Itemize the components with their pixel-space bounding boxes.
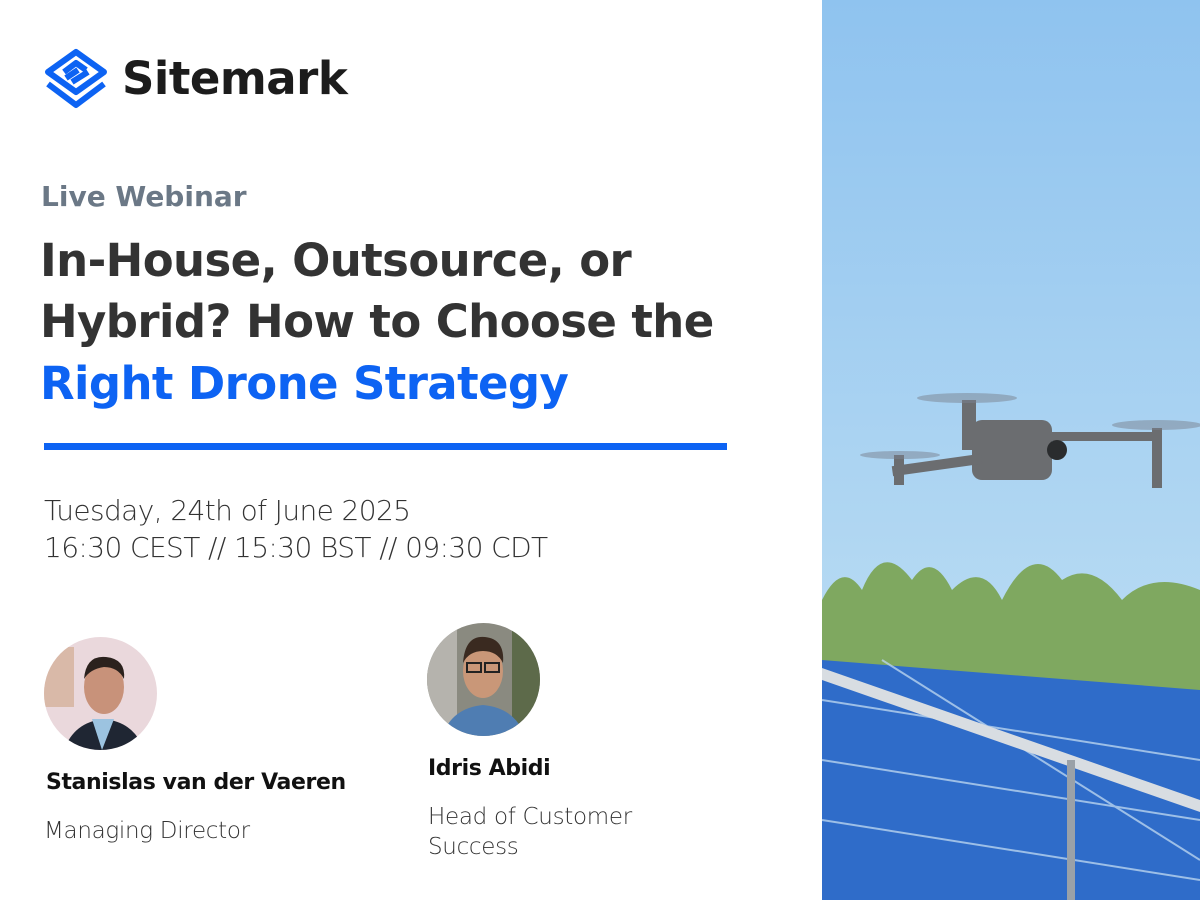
speaker-role: Head of Customer Success [428, 804, 632, 860]
drone-over-solar-panels-photo [822, 0, 1200, 900]
eyebrow-label: Live Webinar [41, 180, 247, 213]
event-times: 16:30 CEST // 15:30 BST // 09:30 CDT [44, 531, 548, 564]
accent-divider [44, 443, 727, 450]
title-line-2: Hybrid? How to Choose the [40, 295, 714, 348]
drone [860, 393, 1200, 488]
title-highlight: Right Drone Strategy [40, 357, 569, 410]
speaker-name: Stanislas van der Vaeren [46, 770, 346, 795]
event-date: Tuesday, 24th of June 2025 [44, 494, 411, 527]
brand-logo-text: Sitemark [122, 52, 348, 105]
speaker-name: Idris Abidi [428, 756, 551, 781]
speaker-role: Managing Director [44, 818, 250, 844]
title-line-1: In-House, Outsource, or [40, 234, 632, 287]
speaker-avatar [427, 623, 540, 736]
speaker-avatar [44, 637, 157, 750]
sitemark-logo-icon [45, 49, 107, 108]
